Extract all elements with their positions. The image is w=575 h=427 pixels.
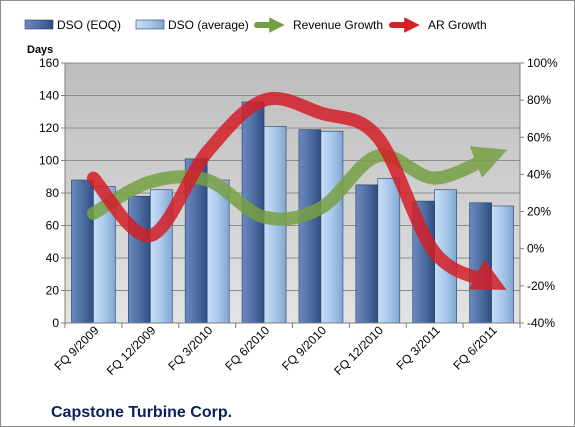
chart-title: Capstone Turbine Corp. [51,404,232,421]
ar-growth-line [86,92,507,290]
legend-label: AR Growth [428,18,487,32]
ar-growth-point [376,136,379,139]
x-tick-label: FQ 6/2011 [450,323,500,373]
y2-tick-label: 80% [527,93,551,107]
bars [71,101,514,324]
y2-tick-label: -20% [527,279,555,293]
x-tick-label: FQ 3/2011 [393,323,443,373]
ar-growth-series [86,92,507,290]
y2-tick-label: 40% [527,167,551,181]
revenue-growth-point [319,206,322,209]
revenue-growth-point [490,154,493,157]
ar-growth-point [206,151,209,154]
ar-growth-point [490,281,493,284]
legend-item: DSO (average) [135,18,249,32]
ar-growth-point [92,177,95,180]
growth-lines [86,92,508,290]
legend-swatch [24,19,54,30]
legend-label: Revenue Growth [293,18,383,32]
ar-growth-point [433,251,436,254]
y-tick-label: 140 [39,89,59,103]
legend-swatch [135,19,165,30]
x-tick-label: FQ 9/2010 [279,323,329,373]
revenue-growth-point [376,154,379,157]
y2-tick-label: 20% [527,205,551,219]
y-tick-label: 60 [46,219,60,233]
bar-dso-eoq [355,184,379,324]
ar-growth-point [149,234,152,237]
bar-dso-average [206,179,230,324]
legend-label: DSO (EOQ) [57,18,121,32]
bar-dso-eoq [71,179,94,324]
x-tick-label: FQ 12/2009 [104,323,159,378]
y-tick-label: 100 [39,154,59,168]
legend-item: Revenue Growth [254,17,383,33]
bar-dso-eoq [298,129,322,324]
legend-label: DSO (average) [168,18,249,32]
x-tick-label: FQ 12/2010 [331,323,386,378]
y2-tick-label: 100% [527,56,558,70]
legend-item: DSO (EOQ) [24,18,121,32]
legend: DSO (EOQ) DSO (average) Revenue Growth AR G… [24,17,487,33]
bar-dso-eoq [128,195,151,324]
x-tick-label: FQ 9/2009 [52,323,102,373]
y-axis-title: Days [27,44,53,56]
y2-tick-label: 0% [527,242,545,256]
y-tick-label: 80 [46,186,60,200]
y-tick-label: 0 [52,316,59,330]
ar-growth-point [263,99,266,102]
y2-tick-label: 60% [527,130,551,144]
revenue-growth-point [263,216,266,219]
revenue-growth-point [149,180,152,183]
revenue-growth-series [86,146,508,226]
legend-item: AR Growth [389,17,487,33]
y2-tick-label: -40% [527,316,555,330]
y-tick-label: 120 [39,121,59,135]
revenue-growth-line [86,146,508,226]
bar-dso-average [320,130,344,324]
x-tick-label: FQ 6/2010 [222,323,272,373]
y-tick-label: 40 [46,251,60,265]
bar-dso-average [377,178,401,324]
y-tick-label: 20 [46,284,60,298]
x-tick-label: FQ 3/2010 [165,323,215,373]
revenue-growth-point [433,177,436,180]
y-tick-label: 160 [39,56,59,70]
bar-dso-average [491,205,514,324]
ar-growth-point [319,112,322,115]
revenue-growth-point [206,179,209,182]
bar-dso-eoq [469,202,492,324]
revenue-growth-point [92,212,95,215]
